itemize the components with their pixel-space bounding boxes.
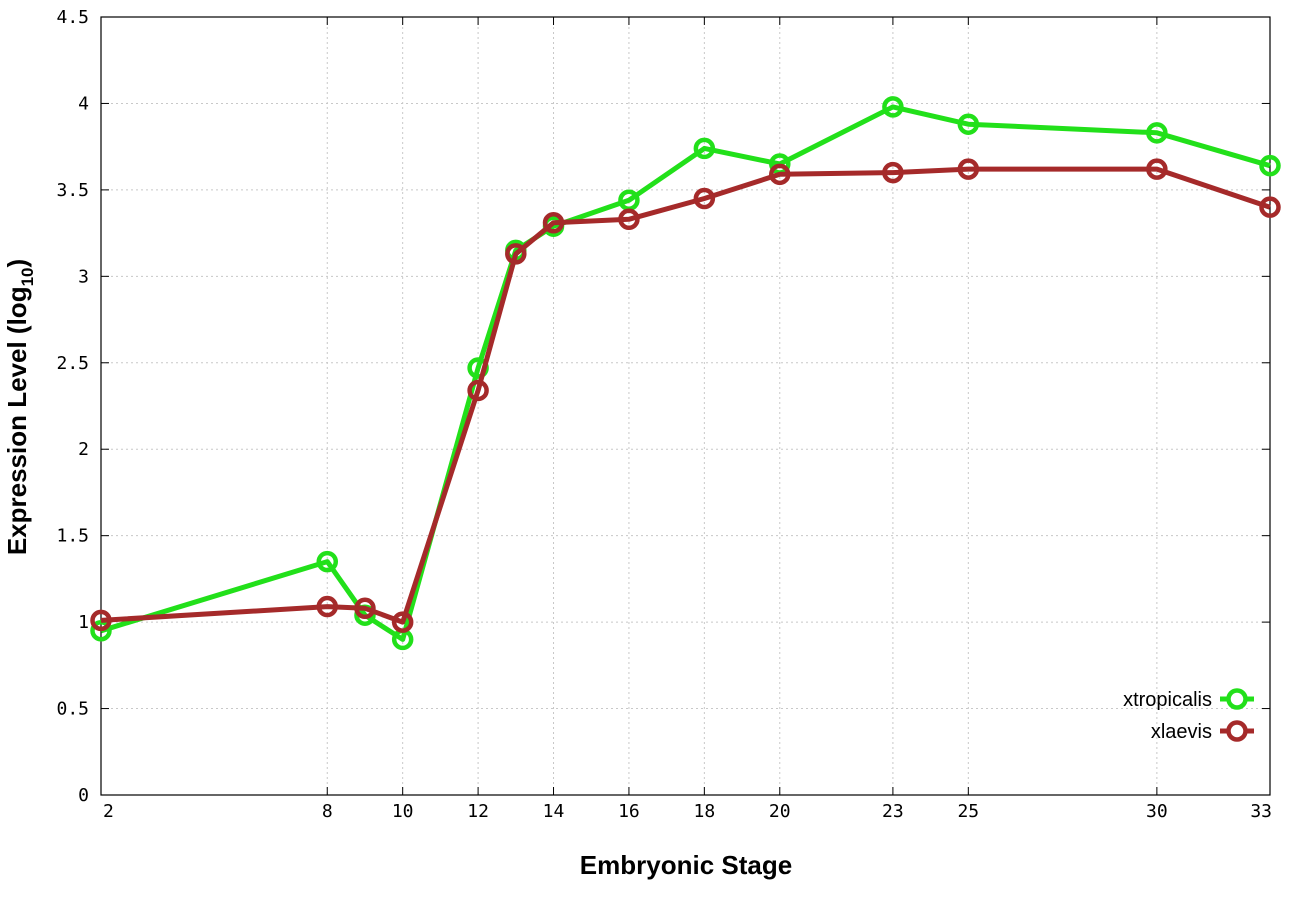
y-tick-label: 0 (78, 785, 89, 806)
x-tick-label: 25 (957, 801, 979, 822)
y-axis-title-subscript: 10 (18, 268, 37, 287)
x-tick-label: 20 (769, 801, 791, 822)
data-point-xtropicalis (957, 113, 980, 135)
data-point-xtropicalis (1146, 122, 1168, 144)
x-tick-label: 16 (618, 801, 640, 822)
data-point-xlaevis (467, 379, 489, 402)
y-axis-title-close: ) (2, 259, 32, 268)
grid (101, 17, 1270, 795)
data-point-xlaevis (769, 163, 791, 186)
data-point-xlaevis (505, 243, 527, 265)
data-point-xlaevis (316, 595, 339, 618)
series-line-xtropicalis (100, 104, 1271, 642)
y-tick-label: 4.5 (56, 7, 89, 28)
y-tick-label: 4 (78, 93, 89, 114)
plot-border (100, 16, 1271, 796)
data-point-xtropicalis (1259, 154, 1281, 177)
x-tick-label: 33 (1250, 801, 1272, 822)
x-axis: 2 8 10 12 14 16 18 20 23 25 30 33 (100, 17, 1272, 822)
legend-label-xlaevis: xlaevis (1151, 721, 1212, 743)
legend-label-xtropicalis: xtropicalis (1123, 689, 1212, 711)
y-tick-label: 1.5 (56, 526, 89, 547)
y-axis-title-main: Expression Level (log (2, 286, 32, 555)
x-tick-label: 30 (1146, 801, 1168, 822)
x-tick-label: 12 (467, 801, 489, 822)
series (90, 96, 1281, 651)
plot-frame (100, 16, 1271, 796)
data-point-xlaevis (618, 208, 640, 231)
data-point-xlaevis (90, 609, 112, 632)
y-tick-label: 2 (78, 439, 89, 460)
data-point-xlaevis (391, 611, 414, 633)
x-tick-label: 2 (103, 801, 114, 822)
data-point-xtropicalis (316, 550, 339, 573)
y-tick-label: 0.5 (56, 699, 89, 720)
y-axis-title: Expression Level (log10) (2, 259, 37, 555)
legend: xtropicalis xlaevis (1123, 688, 1254, 743)
series-line-xlaevis (100, 166, 1271, 625)
y-tick-label: 1 (78, 612, 89, 633)
x-tick-label: 10 (392, 801, 414, 822)
x-tick-label: 14 (543, 801, 565, 822)
legend-marker-xlaevis (1226, 720, 1248, 742)
x-tick-label: 18 (694, 801, 716, 822)
data-point-xtropicalis (90, 620, 112, 642)
x-tick-label: 23 (882, 801, 904, 822)
data-point-xlaevis (1259, 196, 1281, 218)
y-tick-label: 2.5 (56, 353, 89, 374)
data-point-xlaevis (542, 211, 565, 234)
data-point-xlaevis (957, 158, 980, 180)
x-tick-label: 8 (322, 801, 333, 822)
y-tick-label: 3.5 (56, 180, 89, 201)
data-point-xlaevis (882, 161, 904, 184)
data-point-xlaevis (354, 597, 376, 620)
data-point-xlaevis (693, 187, 716, 210)
x-axis-title: Embryonic Stage (580, 850, 792, 880)
data-point-xlaevis (1146, 158, 1168, 180)
data-point-xtropicalis (693, 137, 716, 160)
legend-marker-xtropicalis (1226, 688, 1248, 710)
y-axis: 0 0.5 1 1.5 2 2.5 3 3.5 4 4.5 (56, 7, 1270, 806)
y-tick-label: 3 (78, 266, 89, 287)
data-point-xtropicalis (882, 96, 904, 118)
